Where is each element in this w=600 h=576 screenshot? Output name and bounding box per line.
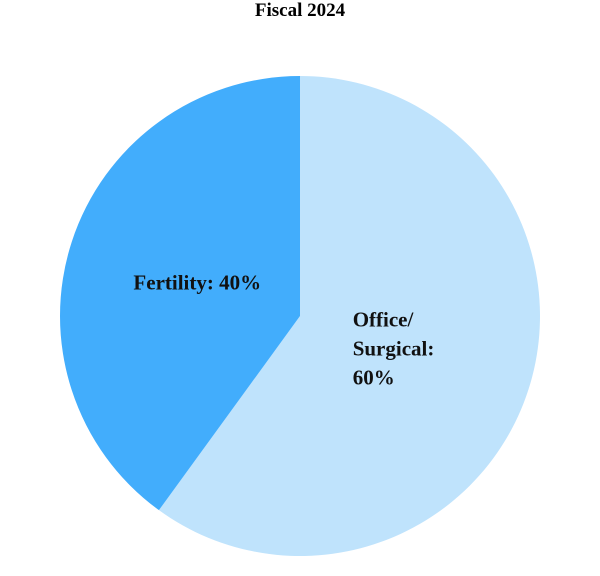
- pie-slice: [59, 76, 300, 511]
- chart-title: Fiscal 2024: [254, 0, 346, 21]
- slice-label: Office/ Surgical: 60%: [352, 307, 435, 390]
- slice-label: Fertility: 40%: [133, 270, 262, 295]
- pie-slice: [158, 76, 541, 556]
